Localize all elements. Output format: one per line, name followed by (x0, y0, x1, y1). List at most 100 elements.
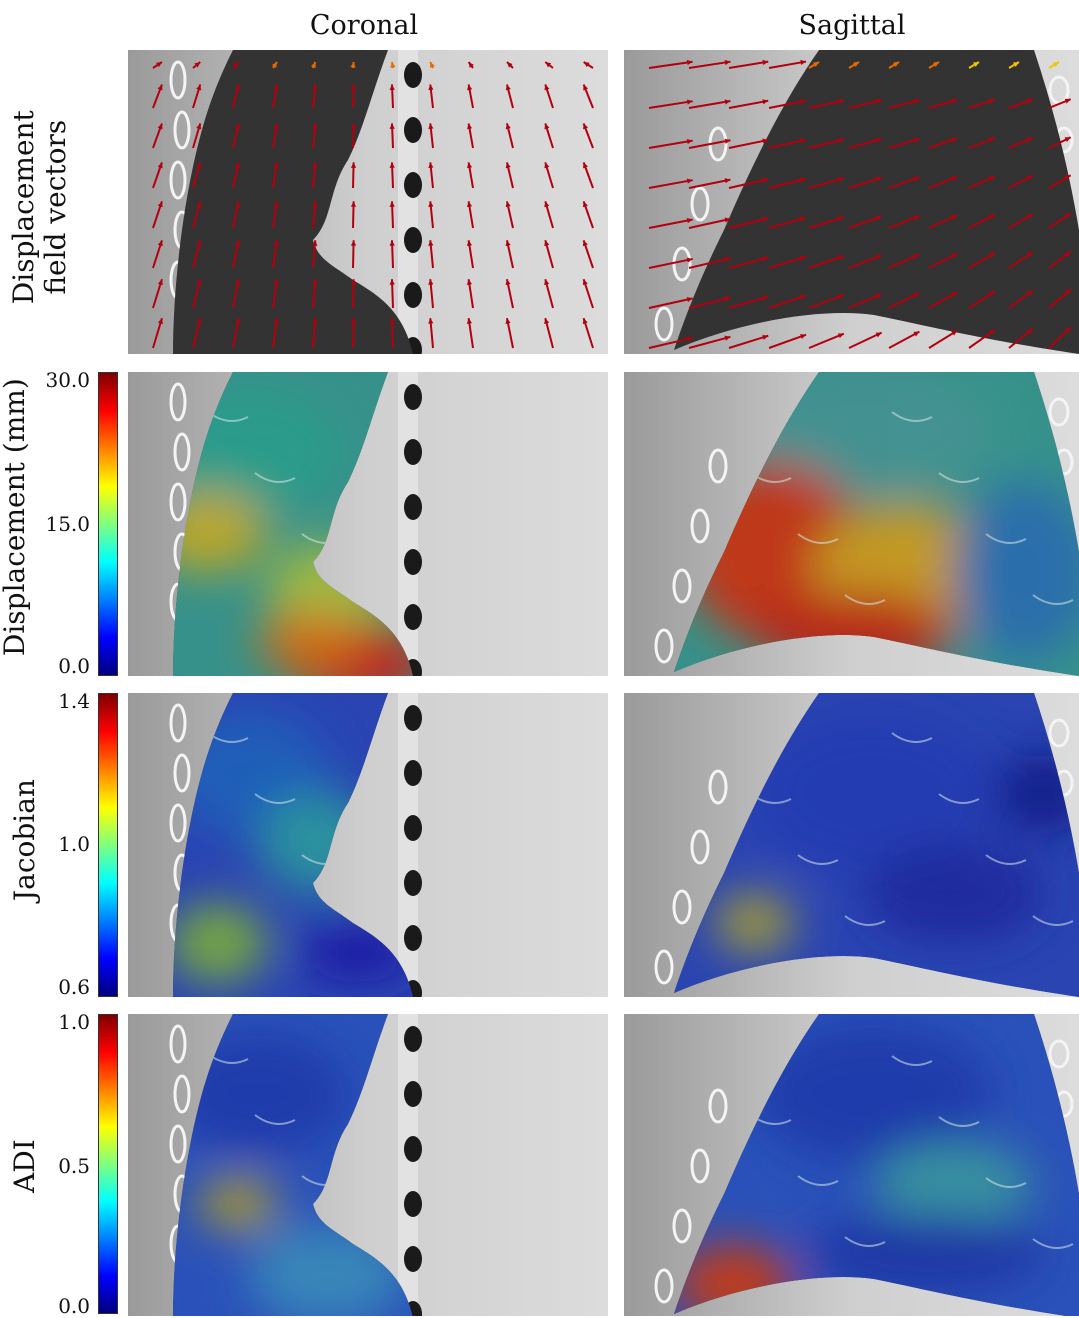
tick-adi-mid: 0.5 (58, 1154, 90, 1178)
vector-arrowhead (157, 279, 163, 286)
vector-arrowhead (813, 62, 819, 68)
rib (173, 432, 191, 472)
vector-arrowhead (686, 336, 693, 342)
heat-blob (954, 482, 1079, 662)
rib (708, 448, 728, 484)
vessel (938, 793, 980, 804)
vector-arrow (768, 60, 807, 69)
heat-blob (804, 1214, 1044, 1294)
vector-arrowhead (544, 279, 550, 286)
vector-arrowhead (157, 162, 163, 169)
vector-arrowhead (196, 279, 202, 286)
airway (404, 815, 422, 841)
vector-arrow (848, 176, 882, 189)
vector-arrow (688, 217, 731, 229)
vessel (891, 732, 933, 743)
vector-arrowhead (837, 294, 844, 300)
vector-arrow (648, 257, 693, 269)
vector-arrowhead (233, 62, 239, 68)
vector-arrowhead (157, 123, 163, 130)
vessel (1032, 1238, 1074, 1249)
vector-arrowhead (913, 176, 920, 182)
vector-arrowhead (350, 240, 357, 246)
vector-arrowhead (544, 162, 550, 169)
rib (169, 160, 187, 200)
rib (169, 60, 187, 100)
vector-arrowhead (234, 240, 241, 247)
vector-arrowhead (686, 99, 693, 105)
vector-arrowhead (157, 240, 163, 247)
vessel (844, 594, 886, 605)
vector-arrow (648, 139, 693, 149)
vector-arrowhead (312, 201, 318, 207)
vector-arrowhead (273, 162, 279, 169)
vector-arrow (888, 253, 920, 269)
vector-arrowhead (800, 59, 807, 66)
vector-arrowhead (234, 123, 240, 130)
vector-arrow (648, 336, 693, 349)
vessel (797, 1175, 839, 1186)
vector-arrow (848, 215, 882, 229)
vector-arrowhead (837, 177, 844, 183)
rib (169, 1124, 187, 1164)
vector-arrowhead (989, 252, 996, 258)
airway (404, 870, 422, 896)
vector-arrowhead (913, 254, 920, 259)
vector-arrowhead (724, 296, 731, 302)
vector-arrowhead (310, 62, 316, 68)
vector-arrowhead (312, 318, 318, 324)
vector-arrow (648, 179, 693, 189)
vector-arrowhead (913, 215, 920, 221)
vector-arrowhead (466, 162, 473, 169)
vector-arrowhead (467, 84, 473, 91)
vector-arrow (768, 99, 807, 109)
airway (404, 604, 422, 630)
vector-arrowhead (913, 293, 920, 298)
vector-arrow (728, 217, 769, 229)
vessel (938, 472, 980, 483)
rib (654, 949, 674, 985)
vector-arrowhead (724, 217, 731, 223)
panel-sagittal-jacobian (624, 693, 1079, 997)
vector-arrowhead (686, 59, 693, 66)
vector-arrowhead (234, 84, 240, 91)
vector-arrowhead (1064, 175, 1071, 181)
airway (404, 62, 422, 88)
tick-adi-max: 1.0 (58, 1010, 90, 1034)
vector-arrowhead (762, 217, 769, 223)
vector-arrowhead (686, 217, 693, 224)
vector-arrowhead (686, 138, 693, 145)
vector-arrow (688, 178, 731, 189)
vector-arrowhead (544, 318, 550, 325)
vector-arrowhead (505, 162, 511, 169)
vector-arrowhead (390, 62, 396, 68)
vector-arrowhead (837, 333, 844, 339)
vector-arrowhead (762, 59, 769, 66)
vector-arrowhead (545, 62, 552, 68)
airway (404, 760, 422, 786)
vector-arrowhead (196, 123, 202, 130)
tick-jacobian-mid: 1.0 (58, 832, 90, 856)
vector-arrowhead (428, 240, 434, 246)
vector-arrowhead (951, 253, 958, 259)
vector-arrow (728, 178, 769, 189)
vessel (254, 1114, 296, 1125)
vector-arrowhead (875, 98, 882, 104)
vector-arrowhead (686, 296, 693, 303)
vector-arrowhead (800, 294, 807, 300)
vector-arrowhead (875, 137, 882, 143)
vector-arrowhead (1026, 98, 1033, 104)
vessel (891, 411, 933, 422)
vector-arrowhead (350, 318, 357, 324)
panel-coronal-displacement (128, 372, 608, 676)
vector-arrow (688, 60, 731, 69)
rib (173, 110, 191, 150)
vector-arrowhead (951, 292, 958, 298)
vector-arrowhead (350, 279, 357, 285)
vector-arrowhead (389, 318, 395, 324)
vector-arrowhead (196, 318, 202, 325)
vessel (938, 1116, 980, 1127)
tick-jacobian-max: 1.4 (58, 689, 90, 713)
vector-arrowhead (1064, 137, 1071, 142)
vector-arrowhead (389, 162, 395, 168)
